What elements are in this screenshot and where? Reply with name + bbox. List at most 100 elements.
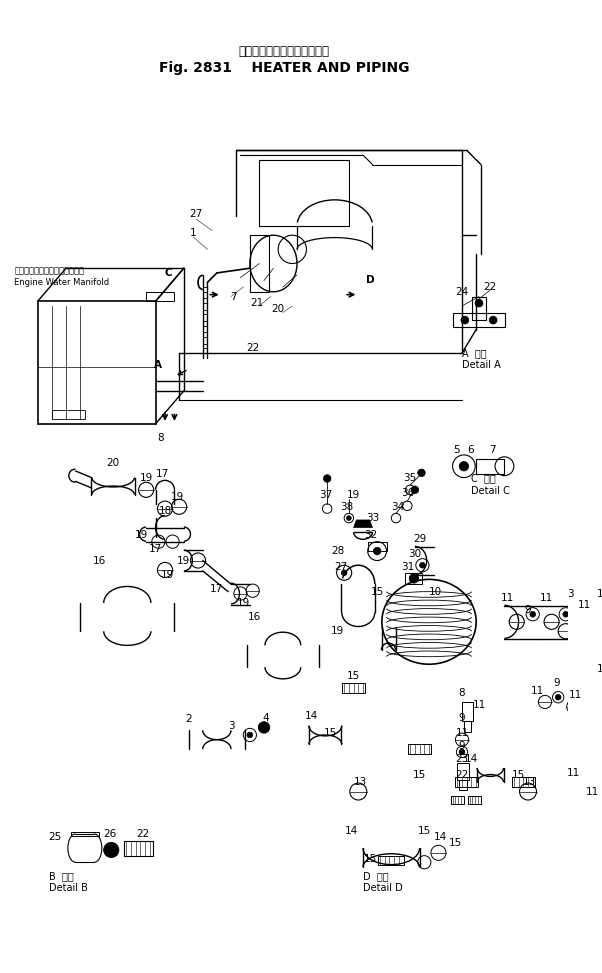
Text: 19: 19 bbox=[177, 556, 190, 565]
Text: 29: 29 bbox=[413, 534, 426, 544]
Text: 15: 15 bbox=[347, 671, 360, 681]
Text: Engine Water Manifold: Engine Water Manifold bbox=[14, 278, 110, 287]
Bar bbox=[512, 777, 535, 787]
Bar bbox=[343, 683, 365, 693]
Circle shape bbox=[341, 570, 347, 576]
Text: 11: 11 bbox=[501, 594, 514, 603]
Text: Detail C: Detail C bbox=[471, 486, 510, 495]
Text: 19: 19 bbox=[161, 569, 175, 580]
Text: 12: 12 bbox=[597, 664, 602, 674]
Text: 11: 11 bbox=[578, 599, 591, 610]
Circle shape bbox=[373, 548, 381, 555]
Bar bbox=[476, 458, 504, 474]
Text: 3: 3 bbox=[228, 721, 234, 731]
Text: 15: 15 bbox=[371, 587, 384, 596]
Text: 37: 37 bbox=[318, 489, 332, 499]
Text: B  詳細: B 詳細 bbox=[49, 872, 74, 882]
Text: 21: 21 bbox=[250, 298, 263, 308]
Polygon shape bbox=[353, 520, 373, 527]
Text: A  詳細: A 詳細 bbox=[462, 348, 486, 358]
Text: 11: 11 bbox=[531, 686, 544, 696]
Text: 25: 25 bbox=[48, 832, 61, 842]
Text: 2: 2 bbox=[185, 714, 192, 724]
Text: 14: 14 bbox=[433, 832, 447, 842]
Circle shape bbox=[323, 475, 331, 483]
Text: 15: 15 bbox=[413, 770, 426, 779]
Bar bbox=[250, 235, 268, 292]
Circle shape bbox=[411, 486, 418, 493]
Text: 11: 11 bbox=[473, 700, 486, 709]
Bar bbox=[259, 160, 349, 226]
Text: 20: 20 bbox=[107, 458, 120, 468]
Text: 17: 17 bbox=[155, 469, 169, 479]
Circle shape bbox=[409, 574, 418, 583]
Text: 1: 1 bbox=[190, 229, 197, 238]
Bar bbox=[459, 780, 467, 790]
Text: Fig. 2831    HEATER AND PIPING: Fig. 2831 HEATER AND PIPING bbox=[158, 60, 409, 75]
Text: 30: 30 bbox=[408, 549, 421, 559]
Circle shape bbox=[418, 469, 425, 477]
Text: 36: 36 bbox=[401, 487, 414, 497]
Text: 28: 28 bbox=[331, 546, 344, 557]
Text: 14: 14 bbox=[345, 826, 358, 836]
Text: 19: 19 bbox=[135, 530, 148, 540]
Text: 31: 31 bbox=[401, 562, 414, 572]
Text: 17: 17 bbox=[210, 584, 223, 594]
Text: 23: 23 bbox=[455, 753, 468, 764]
Text: A: A bbox=[154, 360, 163, 371]
Text: 27: 27 bbox=[335, 562, 348, 572]
Text: 16: 16 bbox=[248, 612, 261, 622]
Bar bbox=[468, 796, 481, 804]
Circle shape bbox=[459, 749, 465, 755]
Text: 15: 15 bbox=[449, 839, 462, 848]
Text: 27: 27 bbox=[190, 209, 203, 220]
Bar bbox=[456, 777, 478, 787]
Text: 15: 15 bbox=[418, 826, 431, 836]
Bar bbox=[462, 702, 473, 721]
Text: 19: 19 bbox=[140, 474, 153, 484]
Text: 17: 17 bbox=[149, 544, 162, 555]
Text: 22: 22 bbox=[137, 829, 150, 839]
Text: 14: 14 bbox=[465, 753, 478, 764]
Circle shape bbox=[258, 722, 270, 733]
Text: 14: 14 bbox=[305, 711, 318, 721]
Text: 15: 15 bbox=[323, 728, 337, 739]
Text: 35: 35 bbox=[403, 474, 417, 484]
Bar bbox=[408, 744, 431, 754]
Bar bbox=[453, 313, 506, 327]
Text: 19: 19 bbox=[170, 492, 184, 502]
Circle shape bbox=[530, 611, 536, 617]
Text: 9: 9 bbox=[553, 678, 560, 688]
Text: 33: 33 bbox=[366, 513, 379, 523]
Bar bbox=[451, 796, 464, 804]
Text: D  詳細: D 詳細 bbox=[363, 872, 389, 882]
Bar bbox=[405, 573, 423, 584]
Text: 6: 6 bbox=[467, 446, 474, 455]
Text: 20: 20 bbox=[272, 304, 285, 313]
Text: Detail A: Detail A bbox=[462, 360, 501, 371]
Bar bbox=[473, 298, 486, 320]
Text: 18: 18 bbox=[158, 507, 172, 517]
Bar bbox=[125, 841, 153, 855]
Text: 10: 10 bbox=[429, 587, 442, 596]
Text: ヒータ　および　パイピング: ヒータ および パイピング bbox=[238, 45, 329, 57]
Circle shape bbox=[563, 611, 568, 617]
Text: 13: 13 bbox=[523, 777, 536, 787]
Text: 3: 3 bbox=[567, 589, 574, 598]
Text: 7: 7 bbox=[231, 292, 237, 302]
Text: 7: 7 bbox=[489, 446, 495, 455]
Circle shape bbox=[489, 316, 497, 324]
Text: 11: 11 bbox=[586, 786, 599, 797]
Text: Detail D: Detail D bbox=[363, 883, 403, 892]
Text: 26: 26 bbox=[103, 829, 116, 839]
Text: 9: 9 bbox=[525, 605, 532, 616]
Text: 22: 22 bbox=[246, 343, 259, 353]
Circle shape bbox=[461, 316, 468, 324]
Text: 34: 34 bbox=[391, 502, 405, 512]
Text: Detail B: Detail B bbox=[49, 883, 88, 892]
Text: 15: 15 bbox=[512, 770, 525, 779]
Text: 11: 11 bbox=[597, 589, 602, 598]
Text: 11: 11 bbox=[566, 768, 580, 777]
Text: 4: 4 bbox=[262, 713, 269, 723]
Bar bbox=[146, 292, 175, 302]
